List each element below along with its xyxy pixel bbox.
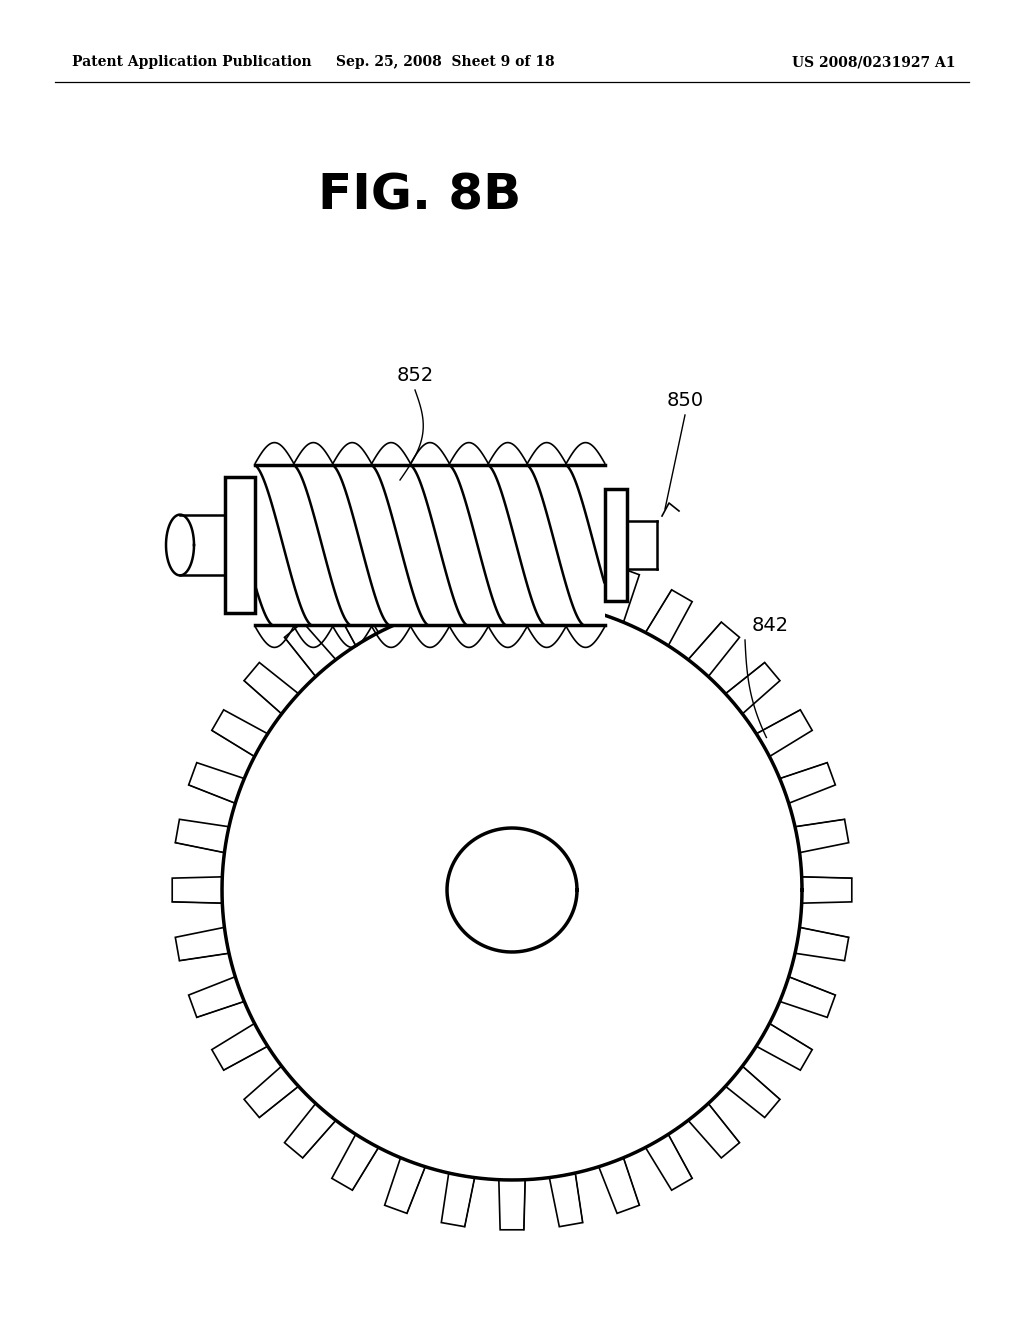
Text: US 2008/0231927 A1: US 2008/0231927 A1 xyxy=(792,55,955,69)
Polygon shape xyxy=(499,1180,525,1230)
Polygon shape xyxy=(549,1173,583,1226)
Polygon shape xyxy=(725,1067,780,1118)
Text: 852: 852 xyxy=(396,366,433,385)
Polygon shape xyxy=(212,1023,267,1071)
Polygon shape xyxy=(757,1023,812,1071)
Polygon shape xyxy=(188,977,245,1018)
Polygon shape xyxy=(645,1134,692,1191)
Text: FIG. 8B: FIG. 8B xyxy=(318,172,521,219)
Text: 850: 850 xyxy=(667,391,703,411)
Polygon shape xyxy=(688,622,739,677)
Bar xyxy=(605,488,627,601)
Polygon shape xyxy=(222,601,802,1180)
Bar xyxy=(225,477,255,612)
Polygon shape xyxy=(385,1158,425,1213)
Polygon shape xyxy=(549,553,583,607)
Polygon shape xyxy=(166,515,194,576)
Polygon shape xyxy=(285,1104,336,1158)
Polygon shape xyxy=(688,1104,739,1158)
Polygon shape xyxy=(779,977,836,1018)
Polygon shape xyxy=(385,566,425,622)
Polygon shape xyxy=(725,663,780,714)
Polygon shape xyxy=(645,590,692,645)
Polygon shape xyxy=(499,550,525,601)
Polygon shape xyxy=(757,710,812,756)
Polygon shape xyxy=(332,1134,379,1191)
Polygon shape xyxy=(599,566,639,622)
Text: Patent Application Publication: Patent Application Publication xyxy=(72,55,311,69)
Polygon shape xyxy=(447,828,577,952)
Polygon shape xyxy=(332,590,379,645)
Polygon shape xyxy=(175,820,229,853)
Polygon shape xyxy=(175,928,229,961)
Polygon shape xyxy=(441,553,475,607)
Polygon shape xyxy=(441,1173,475,1226)
Polygon shape xyxy=(599,1158,639,1213)
Polygon shape xyxy=(244,1067,299,1118)
Polygon shape xyxy=(212,710,267,756)
Polygon shape xyxy=(244,663,299,714)
Polygon shape xyxy=(802,876,852,903)
Bar xyxy=(255,465,605,624)
Text: Sep. 25, 2008  Sheet 9 of 18: Sep. 25, 2008 Sheet 9 of 18 xyxy=(336,55,554,69)
Polygon shape xyxy=(188,763,245,804)
Text: 842: 842 xyxy=(752,616,788,635)
Polygon shape xyxy=(795,928,849,961)
Polygon shape xyxy=(172,876,222,903)
Polygon shape xyxy=(779,763,836,804)
Polygon shape xyxy=(285,622,336,677)
Polygon shape xyxy=(795,820,849,853)
